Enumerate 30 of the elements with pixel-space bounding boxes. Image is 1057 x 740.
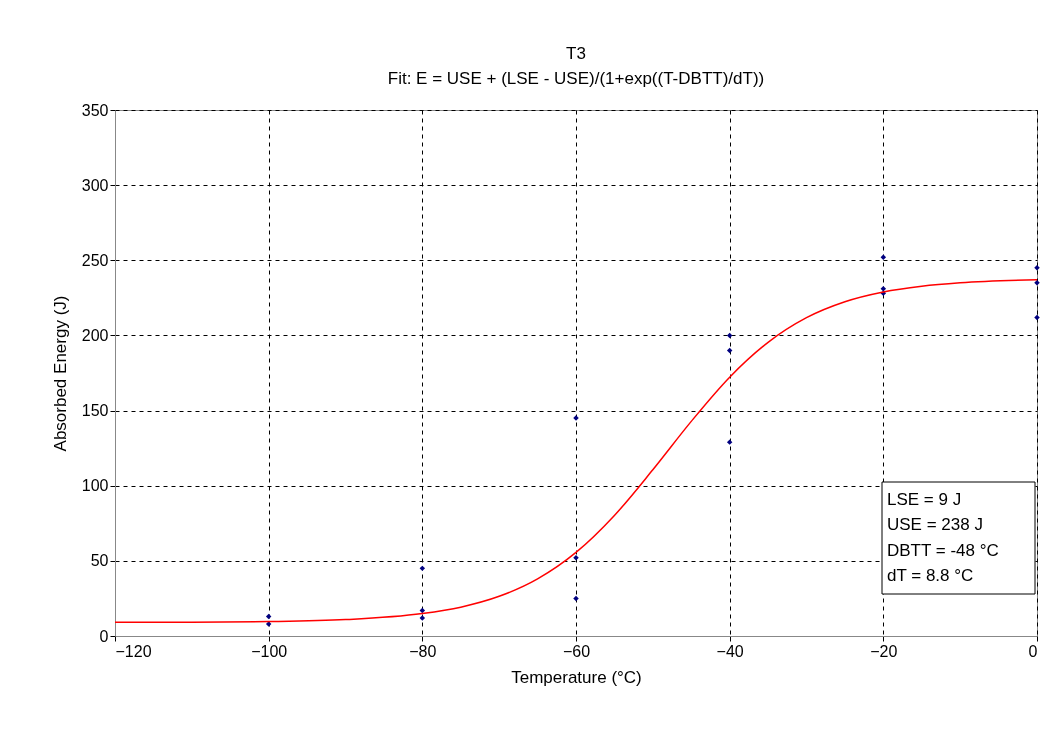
annotation: dT = 8.8 °C [887,566,974,586]
x-tick-label: −120 [115,642,152,660]
y-axis-title: Absorbed Energy (J) [50,295,70,452]
y-tick-label: 250 [81,251,109,269]
y-tick-label: 300 [81,176,109,194]
y-tick-label: 350 [81,101,109,119]
point [573,595,579,602]
point [419,615,426,621]
x-tick-label: −60 [562,642,591,660]
chart-subtitle: Fit: E = USE + (LSE - USE)/(1+exp((T-DBTT)/dT)) [387,69,765,88]
y-tick-label: 100 [81,477,109,495]
annotation: USE = 238 J [887,515,983,535]
y-tick-label: 150 [81,402,109,420]
x-tick-label: −100 [251,642,288,660]
point [880,254,887,261]
point [1034,314,1040,321]
x-tick-label: −40 [716,642,744,660]
point [726,439,733,445]
x-tick-label: −20 [870,642,898,660]
annotation: LSE = 9 J [887,489,962,509]
y-tick-label: 0 [99,627,109,645]
x-tick-label: −80 [409,642,437,660]
annotation: DBTT = -48 °C [887,540,999,560]
y-tick-label: 200 [81,326,109,344]
chart-title: T3 [566,44,586,63]
point [880,286,887,292]
x-axis-title: Temperature (°C) [511,667,642,687]
point [419,565,426,572]
x-tick-label: 0 [1028,642,1038,660]
y-tick-label: 50 [90,552,109,570]
